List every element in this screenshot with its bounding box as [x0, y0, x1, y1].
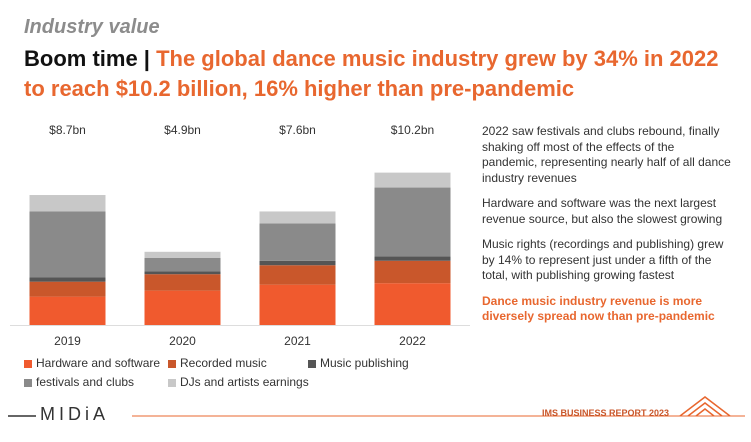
- footer-art: [8, 396, 745, 417]
- bar-segment: [259, 211, 336, 224]
- total-label: $4.9bn: [164, 123, 201, 137]
- bar-segment: [259, 223, 336, 261]
- title: Boom time | The global dance music indus…: [24, 44, 744, 104]
- bar-segment: [374, 172, 451, 188]
- legend-label: Music publishing: [320, 356, 409, 370]
- bar-segment: [29, 296, 106, 325]
- bar-segment: [259, 284, 336, 325]
- total-label: $10.2bn: [391, 123, 434, 137]
- footer-icon: [679, 396, 731, 417]
- bar-segment: [29, 281, 106, 297]
- bar-segment: [144, 274, 221, 291]
- x-tick-label: 2020: [169, 334, 196, 348]
- bar-segment: [29, 277, 106, 282]
- bar-segment: [259, 265, 336, 285]
- total-label: $7.6bn: [279, 123, 316, 137]
- x-tick-label: 2022: [399, 334, 426, 348]
- note: Hardware and software was the next large…: [482, 196, 723, 226]
- legend-swatch: [308, 360, 316, 368]
- x-tick-label: 2021: [284, 334, 311, 348]
- bar-segment: [374, 260, 451, 284]
- notes: 2022 saw festivals and clubs rebound, fi…: [482, 124, 732, 335]
- kicker: Industry value: [24, 16, 160, 38]
- title-rest: The global dance music industry grew by …: [24, 46, 719, 101]
- bar-segment: [144, 251, 221, 258]
- legend-label: DJs and artists earnings: [180, 375, 309, 389]
- bar-segment: [374, 187, 451, 257]
- legend-swatch: [24, 379, 32, 387]
- report-name: IMS BUSINESS REPORT 2023: [541, 408, 669, 418]
- title-lead: Boom time |: [24, 46, 150, 71]
- total-label: $8.7bn: [49, 123, 86, 137]
- legend-label: Hardware and software: [36, 356, 160, 370]
- logo: MIDiA: [40, 404, 109, 424]
- legend-label: Recorded music: [180, 356, 267, 370]
- legend-label: festivals and clubs: [36, 375, 134, 389]
- x-tick-label: 2019: [54, 334, 81, 348]
- conclusion: Dance music industry revenue is more div…: [482, 293, 715, 324]
- legend-swatch: [168, 360, 176, 368]
- legend-swatch: [24, 360, 32, 368]
- bar-segment: [259, 260, 336, 266]
- bar-segment: [374, 256, 451, 261]
- bar-segment: [29, 195, 106, 212]
- bar-segment: [374, 283, 451, 325]
- note: 2022 saw festivals and clubs rebound, fi…: [482, 124, 731, 185]
- legend-swatch: [168, 379, 176, 387]
- bar-segment: [144, 271, 221, 275]
- bar-segment: [29, 211, 106, 278]
- bar-segment: [144, 257, 221, 272]
- bar-segment: [144, 290, 221, 325]
- chart: $8.7bn 2019 $4.9bn 2020 $7.6bn 2021 $10.2bn 202…: [10, 123, 470, 389]
- note: Music rights (recordings and publishing)…: [482, 237, 724, 282]
